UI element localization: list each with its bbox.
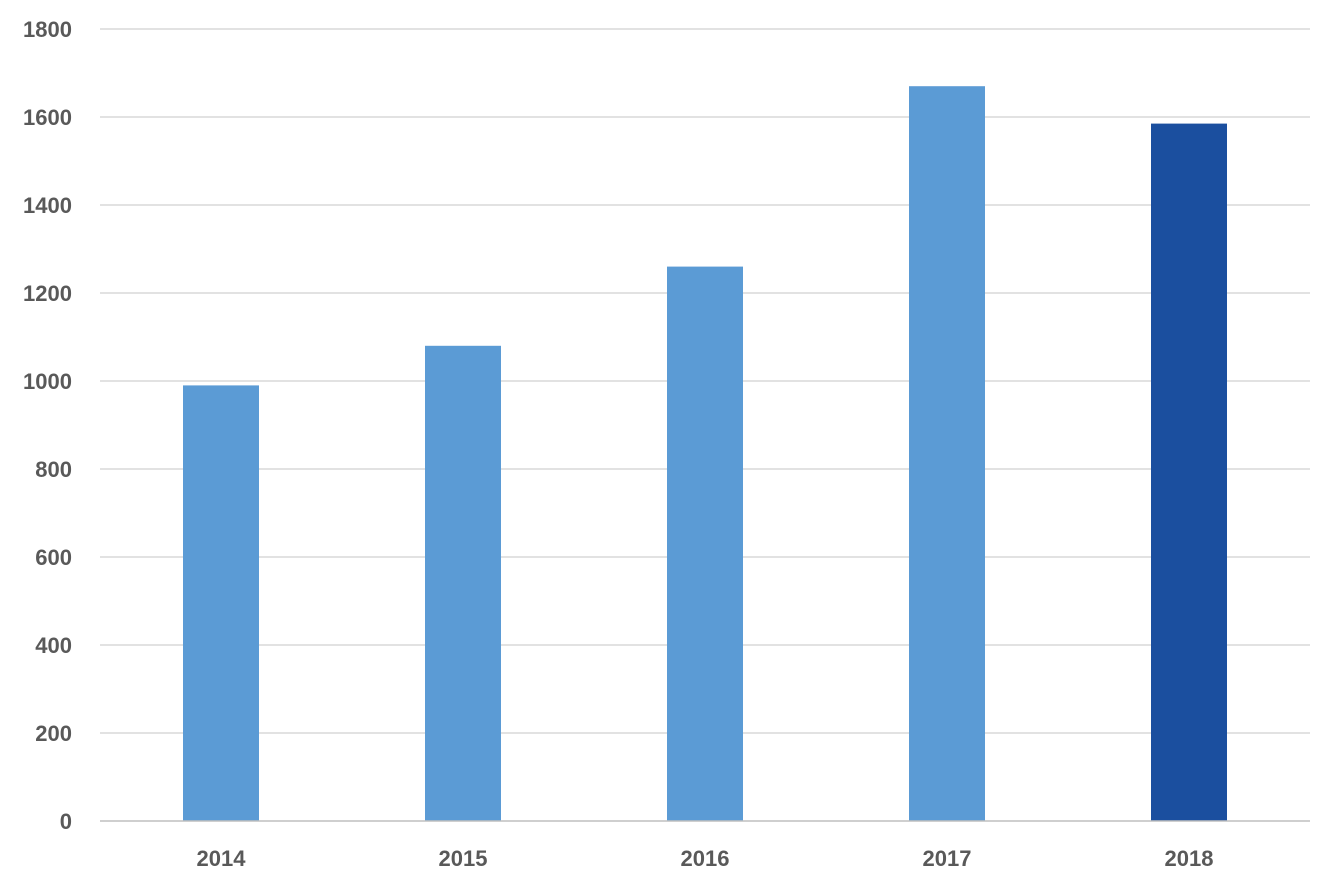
y-tick-label: 1200 <box>23 281 72 306</box>
x-tick-label: 2018 <box>1165 846 1214 871</box>
y-tick-label: 1600 <box>23 105 72 130</box>
y-tick-label: 1000 <box>23 369 72 394</box>
bar-2018 <box>1151 123 1227 822</box>
y-tick-label: 400 <box>35 633 72 658</box>
bar-2014 <box>183 385 259 821</box>
bar-2017 <box>909 86 985 821</box>
bar-2015 <box>425 345 501 821</box>
y-tick-label: 800 <box>35 457 72 482</box>
y-tick-label: 600 <box>35 545 72 570</box>
y-tick-label: 0 <box>60 809 72 834</box>
bars <box>183 86 1227 822</box>
x-tick-label: 2017 <box>923 846 972 871</box>
x-axis-tick-labels: 2014 2015 2016 2017 2018 <box>197 846 1214 871</box>
bar-2016 <box>667 266 743 822</box>
y-tick-label: 1800 <box>23 17 72 42</box>
y-tick-label: 1400 <box>23 193 72 218</box>
y-axis-tick-labels: 0 200 400 600 800 1000 1200 1400 1600 1800 <box>23 17 72 834</box>
x-tick-label: 2015 <box>439 846 488 871</box>
x-tick-label: 2014 <box>197 846 247 871</box>
y-tick-label: 200 <box>35 721 72 746</box>
x-tick-label: 2016 <box>681 846 730 871</box>
